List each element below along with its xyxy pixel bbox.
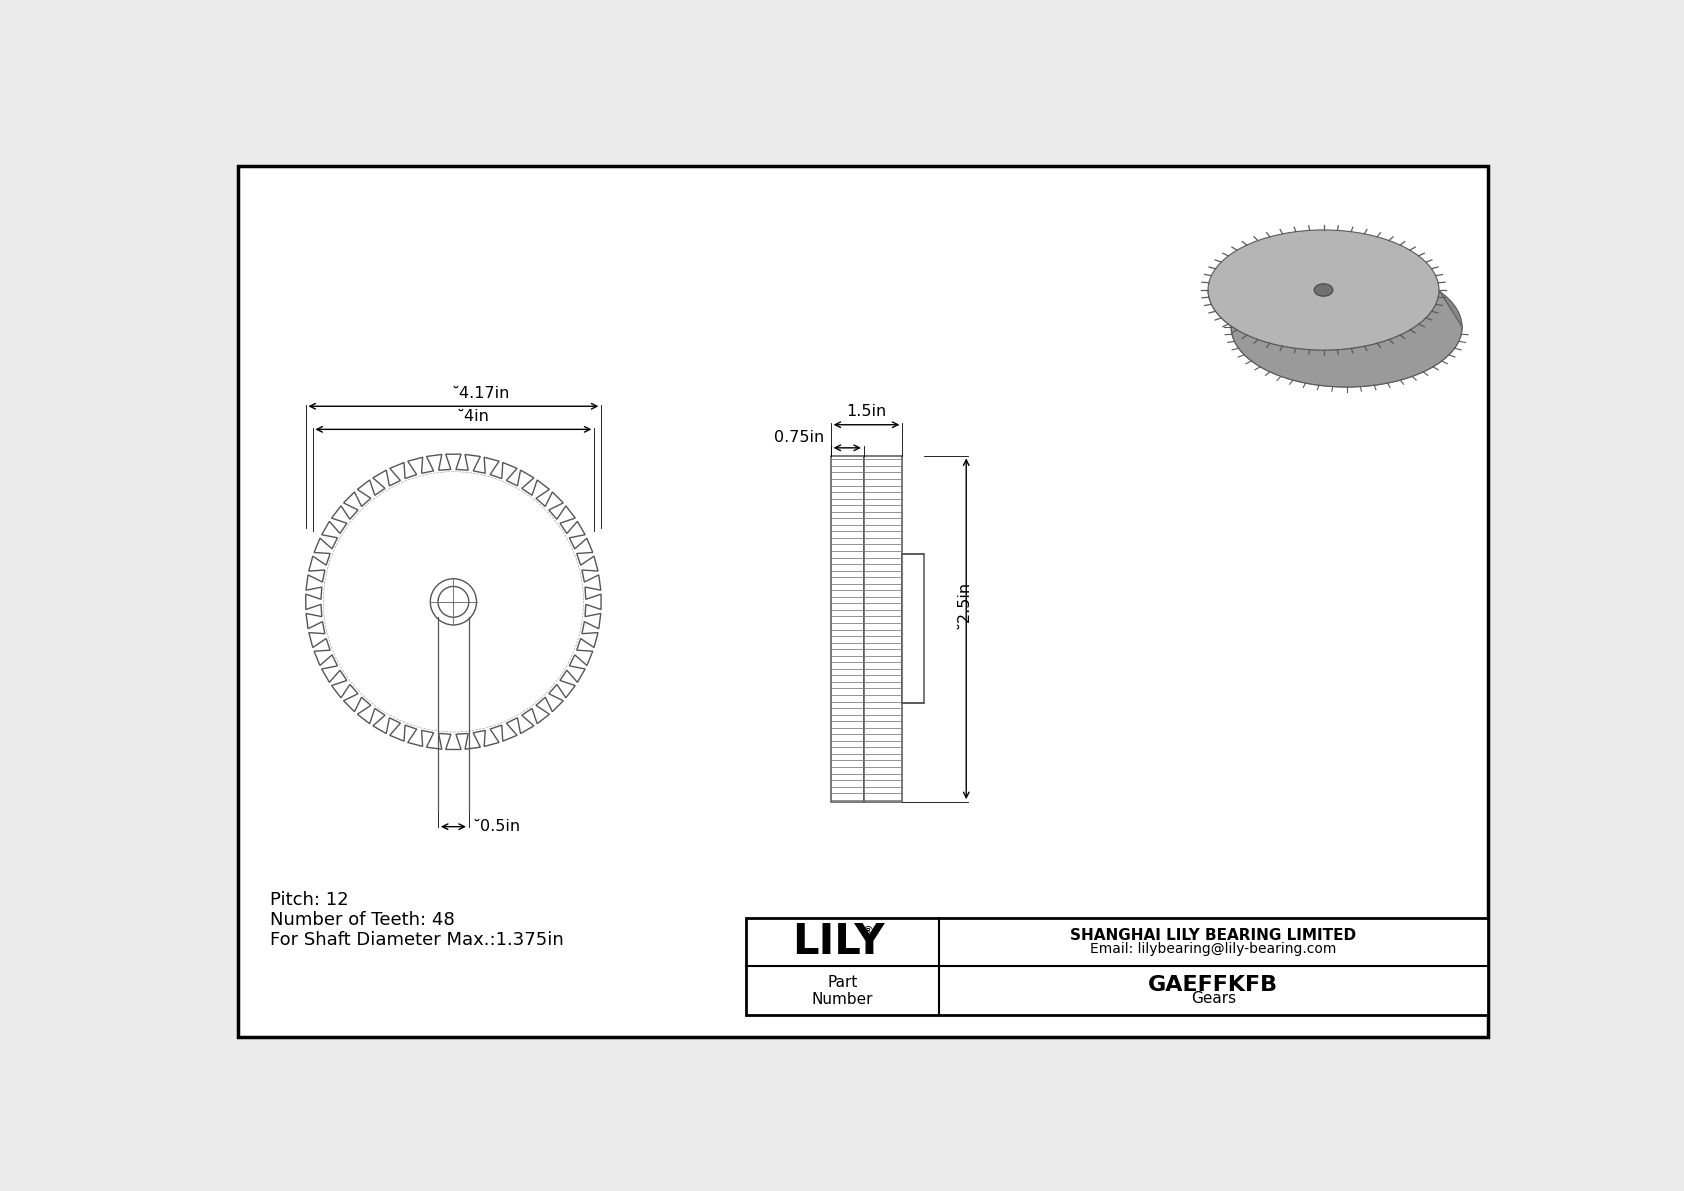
Text: LILY: LILY <box>791 921 884 964</box>
Bar <box>746 917 1489 1016</box>
Ellipse shape <box>1231 267 1462 387</box>
Text: GAEFFKFB: GAEFFKFB <box>1148 974 1278 994</box>
Polygon shape <box>306 454 601 749</box>
Text: ̆4in: ̆4in <box>465 409 488 424</box>
Polygon shape <box>1207 289 1462 387</box>
Text: For Shaft Diameter Max.:1.375in: For Shaft Diameter Max.:1.375in <box>269 930 564 948</box>
Ellipse shape <box>1207 230 1440 350</box>
Bar <box>830 455 864 802</box>
Text: 1.5in: 1.5in <box>847 404 887 418</box>
Bar <box>903 554 925 704</box>
Text: ̆2.5in: ̆2.5in <box>965 588 980 629</box>
Text: ®: ® <box>862 924 874 937</box>
Text: 0.75in: 0.75in <box>775 430 825 444</box>
Ellipse shape <box>1314 283 1332 297</box>
Circle shape <box>438 586 468 617</box>
Text: Email: lilybearing@lily-bearing.com: Email: lilybearing@lily-bearing.com <box>1090 942 1337 956</box>
Text: Part
Number: Part Number <box>812 974 872 1008</box>
Text: Pitch: 12: Pitch: 12 <box>269 891 349 909</box>
Text: Number of Teeth: 48: Number of Teeth: 48 <box>269 911 455 929</box>
Text: Gears: Gears <box>1191 991 1236 1006</box>
Text: ̆0.5in: ̆0.5in <box>480 819 520 834</box>
Text: SHANGHAI LILY BEARING LIMITED: SHANGHAI LILY BEARING LIMITED <box>1071 928 1357 942</box>
Bar <box>864 455 903 802</box>
Text: ̆4.17in: ̆4.17in <box>460 386 509 401</box>
